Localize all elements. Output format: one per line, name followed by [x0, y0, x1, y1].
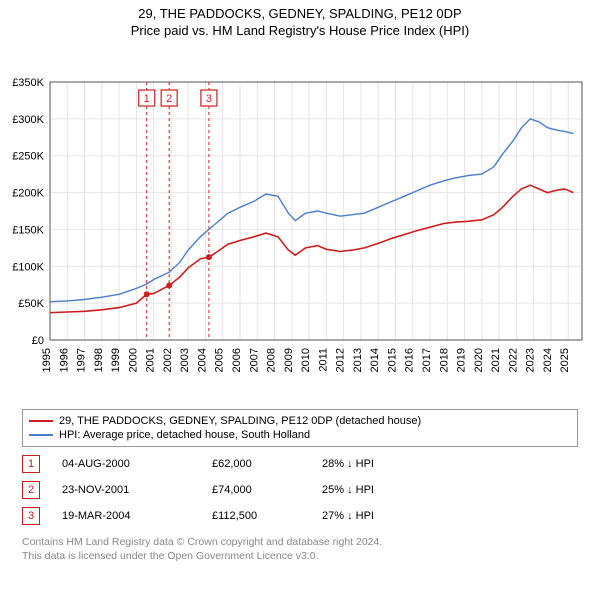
- svg-text:2018: 2018: [438, 348, 450, 372]
- event-diff: 25% ↓ HPI: [322, 484, 374, 496]
- svg-text:2012: 2012: [335, 348, 347, 372]
- svg-text:1999: 1999: [110, 348, 122, 372]
- event-row: 1 04-AUG-2000£62,00028% ↓ HPI: [22, 451, 578, 477]
- svg-text:2021: 2021: [490, 348, 502, 372]
- chart: £0 £50K £100K £150K £200K £250K £300K £350K 1995…: [0, 38, 600, 403]
- svg-text:£300K: £300K: [12, 114, 44, 126]
- svg-text:2001: 2001: [145, 348, 157, 372]
- legend-row: 29, THE PADDOCKS, GEDNEY, SPALDING, PE12…: [29, 414, 571, 428]
- license-text: Contains HM Land Registry data © Crown c…: [22, 535, 578, 563]
- svg-text:2007: 2007: [248, 348, 260, 372]
- svg-text:2015: 2015: [386, 348, 398, 372]
- svg-text:2010: 2010: [300, 348, 312, 372]
- legend-label: HPI: Average price, detached house, Sout…: [59, 429, 310, 441]
- event-row: 2 23-NOV-2001£74,00025% ↓ HPI: [22, 477, 578, 503]
- svg-text:2: 2: [166, 93, 172, 105]
- title-line2: Price paid vs. HM Land Registry's House …: [0, 23, 600, 38]
- svg-text:2002: 2002: [162, 348, 174, 372]
- event-marker: 2: [22, 481, 40, 499]
- svg-text:2022: 2022: [507, 348, 519, 372]
- svg-text:2017: 2017: [421, 348, 433, 372]
- legend-swatch: [29, 420, 53, 422]
- svg-text:2000: 2000: [127, 348, 139, 372]
- svg-text:2009: 2009: [283, 348, 295, 372]
- svg-text:2020: 2020: [473, 348, 485, 372]
- svg-text:2025: 2025: [559, 348, 571, 372]
- svg-text:2013: 2013: [352, 348, 364, 372]
- event-marker: 3: [22, 507, 40, 525]
- svg-text:3: 3: [206, 93, 212, 105]
- svg-text:1995: 1995: [41, 348, 53, 372]
- event-date: 19-MAR-2004: [62, 510, 212, 522]
- legend-row: HPI: Average price, detached house, Sout…: [29, 428, 571, 442]
- event-price: £62,000: [212, 458, 322, 470]
- svg-text:2024: 2024: [542, 348, 554, 372]
- svg-text:£150K: £150K: [12, 224, 44, 236]
- svg-text:£200K: £200K: [12, 188, 44, 200]
- svg-text:2019: 2019: [456, 348, 468, 372]
- svg-text:£350K: £350K: [12, 77, 44, 89]
- svg-text:2006: 2006: [231, 348, 243, 372]
- svg-text:2004: 2004: [196, 348, 208, 372]
- event-marker: 1: [22, 455, 40, 473]
- event-price: £112,500: [212, 510, 322, 522]
- svg-text:1997: 1997: [76, 348, 88, 372]
- legend-swatch: [29, 434, 53, 436]
- svg-text:2008: 2008: [266, 348, 278, 372]
- license-line1: Contains HM Land Registry data © Crown c…: [22, 535, 578, 549]
- svg-text:1996: 1996: [58, 348, 70, 372]
- svg-text:1: 1: [144, 93, 150, 105]
- event-diff: 28% ↓ HPI: [322, 458, 374, 470]
- svg-text:1998: 1998: [93, 348, 105, 372]
- event-date: 04-AUG-2000: [62, 458, 212, 470]
- svg-text:£250K: £250K: [12, 151, 44, 163]
- svg-text:£100K: £100K: [12, 261, 44, 273]
- svg-text:£0: £0: [32, 335, 44, 347]
- legend-label: 29, THE PADDOCKS, GEDNEY, SPALDING, PE12…: [59, 415, 421, 427]
- svg-text:£50K: £50K: [18, 298, 44, 310]
- svg-text:2023: 2023: [525, 348, 537, 372]
- event-row: 3 19-MAR-2004£112,50027% ↓ HPI: [22, 503, 578, 529]
- title-line1: 29, THE PADDOCKS, GEDNEY, SPALDING, PE12…: [0, 6, 600, 21]
- svg-text:2014: 2014: [369, 348, 381, 372]
- license-line2: This data is licensed under the Open Gov…: [22, 549, 578, 563]
- event-diff: 27% ↓ HPI: [322, 510, 374, 522]
- legend: 29, THE PADDOCKS, GEDNEY, SPALDING, PE12…: [22, 409, 578, 447]
- event-date: 23-NOV-2001: [62, 484, 212, 496]
- svg-text:2016: 2016: [404, 348, 416, 372]
- event-price: £74,000: [212, 484, 322, 496]
- svg-text:2011: 2011: [317, 348, 329, 372]
- events-table: 1 04-AUG-2000£62,00028% ↓ HPI 2 23-NOV-2001…: [22, 451, 578, 529]
- svg-text:2003: 2003: [179, 348, 191, 372]
- svg-text:2005: 2005: [214, 348, 226, 372]
